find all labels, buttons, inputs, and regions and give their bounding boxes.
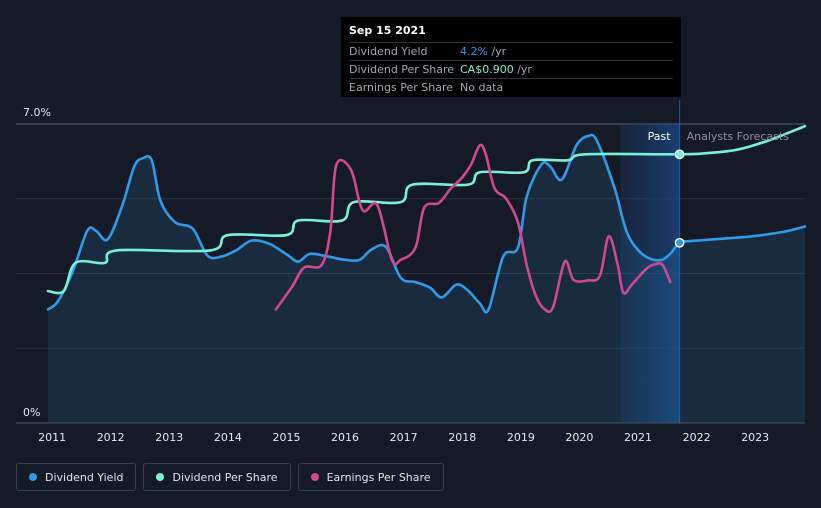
legend-item-dividend-per-share[interactable]: Dividend Per Share: [143, 463, 291, 491]
legend-label: Dividend Yield: [45, 470, 124, 484]
x-tick-label: 2019: [507, 431, 535, 444]
legend-dot-icon: [29, 473, 37, 481]
legend-label: Dividend Per Share: [172, 470, 278, 484]
tooltip-row-dividend-yield: Dividend Yield 4.2% /yr: [349, 42, 673, 60]
x-tick-label: 2021: [624, 431, 652, 444]
tooltip-row-value: No data: [460, 81, 504, 94]
legend-dot-icon: [156, 473, 165, 481]
forecast-label: Analysts Forecasts: [687, 130, 790, 143]
tooltip-row-earnings-per-share: Earnings Per Share No data: [349, 78, 673, 96]
chart-legend: Dividend Yield Dividend Per Share Earnin…: [16, 463, 444, 491]
tooltip-row-unit: /yr: [487, 45, 507, 58]
hover-tooltip: Sep 15 2021 Dividend Yield 4.2% /yr Divi…: [341, 17, 681, 97]
x-tick-label: 2011: [38, 431, 66, 444]
legend-dot-icon: [310, 473, 319, 481]
forecast-shade: [620, 100, 681, 423]
tooltip-row-dividend-per-share: Dividend Per Share CA$0.900 /yr: [349, 60, 673, 78]
y-tick-label: 7.0%: [23, 106, 51, 119]
x-tick-label: 2016: [331, 431, 359, 444]
tooltip-row-unit: /yr: [513, 63, 532, 76]
past-highlight-region: [620, 124, 680, 423]
tooltip-row-label: Dividend Per Share: [349, 63, 455, 76]
tooltip-row-value: CA$0.900: [460, 63, 514, 76]
series-area-dividend-yield: [48, 134, 805, 424]
x-tick-label: 2018: [448, 431, 476, 444]
tooltip-row-value: 4.2%: [460, 45, 488, 58]
axis-labels: 2011 2012 2013 2014 2015 2016 2017 2018 2019 2020…: [23, 106, 789, 444]
marker-dividend-per-share: [674, 149, 685, 160]
tooltip-date: Sep 15 2021: [349, 24, 426, 37]
tooltip-row-label: Earnings Per Share: [349, 81, 454, 94]
x-tick-label: 2020: [565, 431, 593, 444]
x-tick-label: 2013: [155, 431, 183, 444]
x-tick-label: 2014: [214, 431, 242, 444]
legend-label: Earnings Per Share: [326, 470, 431, 484]
series-line-dividend-yield: [46, 133, 807, 314]
legend-item-earnings-per-share[interactable]: Earnings Per Share: [297, 463, 444, 491]
x-tick-label: 2017: [390, 431, 418, 444]
x-tick-label: 2022: [683, 431, 711, 444]
x-tick-label: 2012: [97, 431, 125, 444]
tooltip-row-label: Dividend Yield: [349, 45, 428, 58]
series-line-earnings-per-share: [274, 143, 672, 314]
x-tick-label: 2015: [272, 431, 300, 444]
legend-item-dividend-yield[interactable]: Dividend Yield: [16, 463, 137, 491]
x-tick-label: 2023: [741, 431, 769, 444]
past-label: Past: [648, 130, 672, 143]
series-fills: [48, 134, 805, 424]
y-tick-label: 0%: [23, 406, 40, 419]
dividend-chart: 2011 2012 2013 2014 2015 2016 2017 2018 2019 2020…: [16, 100, 807, 444]
marker-dividend-yield: [674, 237, 685, 248]
series-markers: [674, 149, 685, 248]
